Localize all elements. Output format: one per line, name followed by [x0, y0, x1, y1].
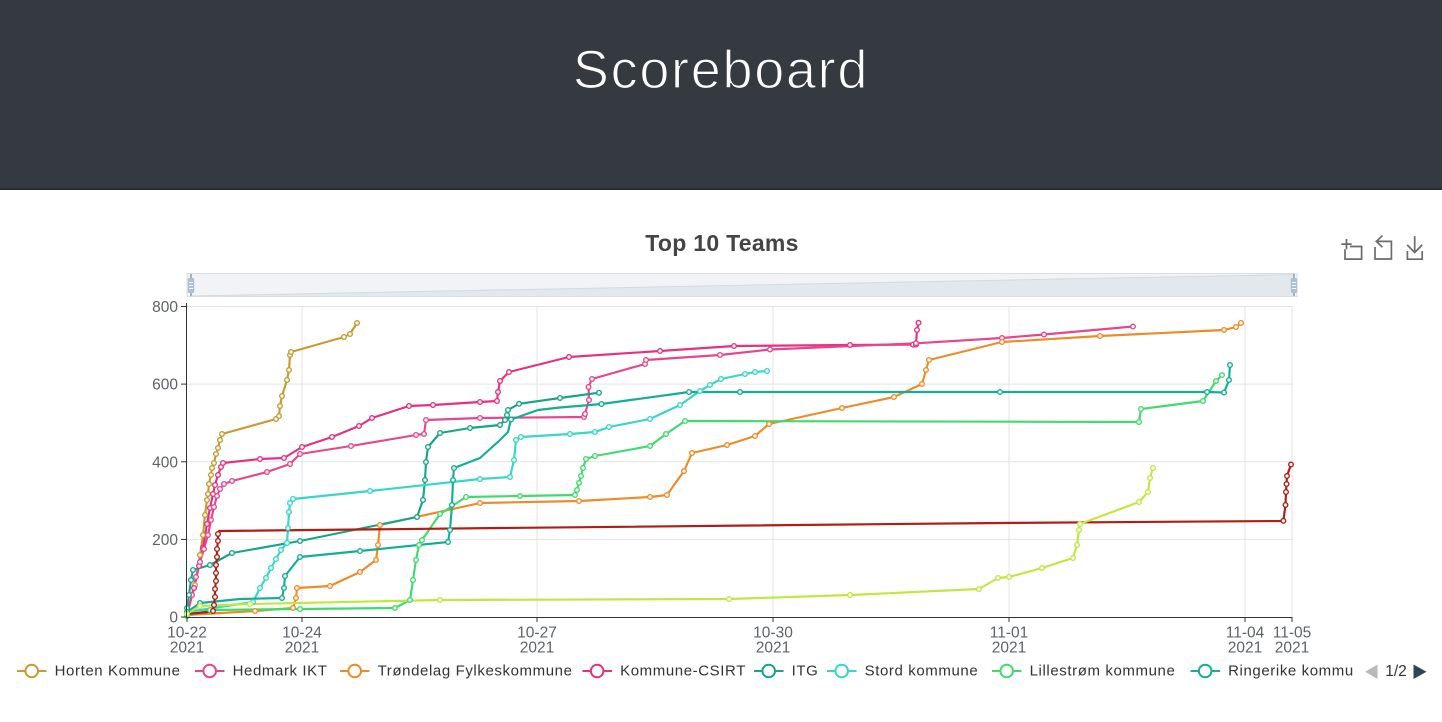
svg-text:400: 400: [152, 454, 178, 471]
svg-text:Hedmark IKT: Hedmark IKT: [233, 663, 328, 680]
svg-text:10-27: 10-27: [517, 625, 557, 642]
svg-text:11-05: 11-05: [1273, 625, 1312, 642]
svg-text:Lillestrøm kommune: Lillestrøm kommune: [1030, 663, 1176, 680]
svg-text:2021: 2021: [170, 640, 204, 657]
svg-text:2021: 2021: [756, 640, 790, 657]
svg-text:200: 200: [152, 532, 178, 549]
svg-text:10-24: 10-24: [282, 625, 322, 642]
svg-text:1/2: 1/2: [1385, 663, 1407, 680]
svg-text:2021: 2021: [1275, 640, 1309, 657]
svg-text:Ringerike kommu: Ringerike kommu: [1228, 663, 1354, 680]
svg-text:11-01: 11-01: [990, 625, 1029, 642]
svg-text:0: 0: [169, 610, 178, 627]
svg-text:11-04: 11-04: [1226, 625, 1265, 642]
svg-text:Trøndelag Fylkeskommune: Trøndelag Fylkeskommune: [378, 663, 573, 680]
svg-text:Kommune-CSIRT: Kommune-CSIRT: [620, 663, 746, 680]
svg-text:Top 10 Teams: Top 10 Teams: [645, 230, 799, 256]
svg-text:600: 600: [152, 377, 178, 394]
svg-text:ITG: ITG: [792, 663, 819, 680]
svg-text:Horten Kommune: Horten Kommune: [55, 663, 181, 680]
svg-text:2021: 2021: [285, 640, 319, 657]
svg-text:800: 800: [152, 299, 178, 316]
svg-text:2021: 2021: [520, 640, 554, 657]
svg-text:10-30: 10-30: [753, 625, 793, 642]
svg-text:2021: 2021: [1228, 640, 1262, 657]
svg-text:2021: 2021: [992, 640, 1026, 657]
svg-text:Stord kommune: Stord kommune: [865, 663, 979, 680]
svg-text:10-22: 10-22: [167, 625, 207, 642]
